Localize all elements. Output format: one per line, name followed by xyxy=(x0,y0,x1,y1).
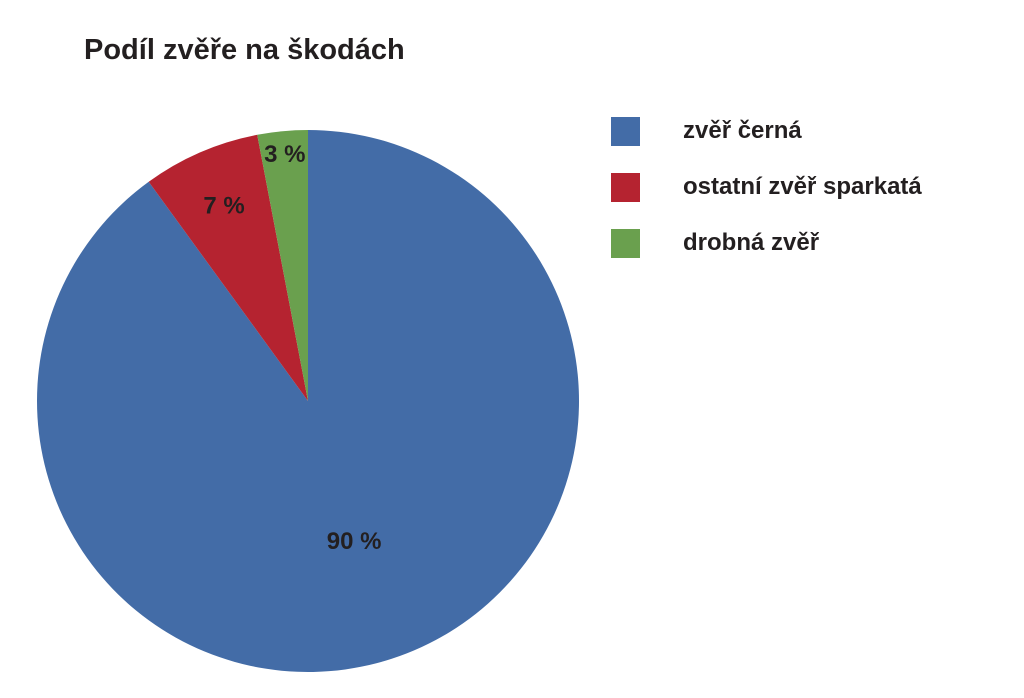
pie-chart: 90 % 7 % 3 % xyxy=(37,130,580,672)
legend: zvěř černá ostatní zvěř sparkatá drobná … xyxy=(611,115,922,283)
pie-slice-2 xyxy=(148,134,308,402)
legend-swatch-ostatni-zver-sparkata xyxy=(611,172,640,202)
legend-label-ostatni-zver-sparkata: ostatní zvěř sparkatá xyxy=(683,173,922,200)
chart-title: Podíl zvěře na škodách xyxy=(84,34,405,66)
legend-item-zver-cerna: zvěř černá xyxy=(611,115,922,147)
pie-slice-1 xyxy=(37,130,580,672)
legend-item-ostatni-zver-sparkata: ostatní zvěř sparkatá xyxy=(611,171,922,203)
pie-slice-label-2: 7 % xyxy=(203,192,244,219)
pie-slice-label-1: 90 % xyxy=(327,528,382,555)
legend-swatch-drobna-zver xyxy=(611,228,640,258)
pie-slice-3 xyxy=(257,130,308,401)
pie-slice-label-3: 3 % xyxy=(264,141,305,168)
legend-swatch-zver-cerna xyxy=(611,116,640,146)
legend-item-drobna-zver: drobná zvěř xyxy=(611,227,922,259)
legend-label-drobna-zver: drobná zvěř xyxy=(683,229,820,256)
legend-label-zver-cerna: zvěř černá xyxy=(683,117,802,144)
